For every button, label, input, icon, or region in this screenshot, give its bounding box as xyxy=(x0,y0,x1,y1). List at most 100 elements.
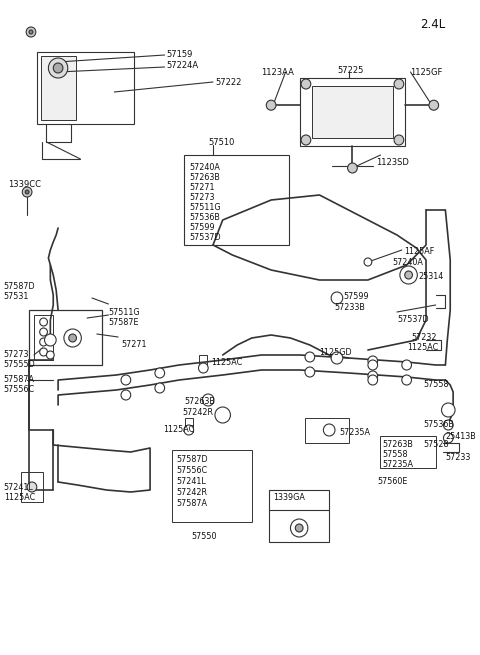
Text: 1125AF: 1125AF xyxy=(404,247,434,256)
Circle shape xyxy=(444,433,453,443)
Text: 57550: 57550 xyxy=(192,532,217,541)
Text: 1125AC: 1125AC xyxy=(407,343,438,352)
Text: 57537D: 57537D xyxy=(190,233,221,242)
Text: 57224A: 57224A xyxy=(167,61,199,70)
Circle shape xyxy=(121,375,131,385)
Text: 57235A: 57235A xyxy=(383,460,413,469)
Text: 57273: 57273 xyxy=(190,193,215,202)
Text: 1125GD: 1125GD xyxy=(320,348,352,357)
Text: 57241L: 57241L xyxy=(4,483,34,492)
Bar xyxy=(300,78,405,146)
Text: 57240A: 57240A xyxy=(392,258,423,267)
Circle shape xyxy=(48,58,68,78)
Circle shape xyxy=(26,27,36,37)
Circle shape xyxy=(364,258,372,266)
Circle shape xyxy=(405,271,412,279)
Text: 57528: 57528 xyxy=(423,440,449,449)
Circle shape xyxy=(69,334,76,342)
Circle shape xyxy=(29,30,33,34)
Text: 57233B: 57233B xyxy=(334,303,365,312)
Text: 25314: 25314 xyxy=(418,272,444,281)
Circle shape xyxy=(199,363,208,373)
Circle shape xyxy=(215,407,230,423)
Circle shape xyxy=(394,135,404,145)
Circle shape xyxy=(368,360,378,370)
Bar xyxy=(269,490,329,542)
Circle shape xyxy=(64,329,81,347)
Bar xyxy=(41,56,75,120)
Text: 57510: 57510 xyxy=(208,138,235,147)
Text: 57558: 57558 xyxy=(383,450,408,459)
Text: 1125AC: 1125AC xyxy=(163,425,194,434)
Circle shape xyxy=(368,356,378,366)
Text: 57511G: 57511G xyxy=(108,308,140,317)
Text: 25413B: 25413B xyxy=(445,432,476,441)
Text: 2.4L: 2.4L xyxy=(420,18,445,31)
Circle shape xyxy=(53,63,63,73)
Circle shape xyxy=(368,375,378,385)
Circle shape xyxy=(331,292,343,304)
Circle shape xyxy=(40,318,48,326)
Text: 57599: 57599 xyxy=(190,223,216,232)
Text: 57536B: 57536B xyxy=(423,420,454,429)
Text: 1339CC: 1339CC xyxy=(8,180,41,189)
Circle shape xyxy=(40,348,48,356)
Text: 1125AC: 1125AC xyxy=(4,493,35,502)
Circle shape xyxy=(301,79,311,89)
Circle shape xyxy=(155,383,165,393)
Text: 57599: 57599 xyxy=(344,292,369,301)
Text: 57558: 57558 xyxy=(423,380,449,389)
Text: 1339GA: 1339GA xyxy=(273,493,305,502)
Text: 57159: 57159 xyxy=(167,50,193,59)
Text: 57240A: 57240A xyxy=(190,163,221,172)
Circle shape xyxy=(305,367,315,377)
Text: 1123AA: 1123AA xyxy=(262,68,294,77)
Text: 57511G: 57511G xyxy=(190,203,221,212)
Bar xyxy=(184,155,288,245)
Circle shape xyxy=(429,100,439,110)
Text: 57531: 57531 xyxy=(4,292,29,301)
Circle shape xyxy=(444,420,453,430)
Text: 57555D: 57555D xyxy=(4,360,36,369)
Text: 57232: 57232 xyxy=(411,333,437,342)
Bar xyxy=(172,450,252,522)
Circle shape xyxy=(348,163,357,173)
Text: 57587E: 57587E xyxy=(108,318,139,327)
Text: 57263B: 57263B xyxy=(383,440,413,449)
Bar xyxy=(185,418,192,432)
Text: 57271: 57271 xyxy=(121,340,146,349)
Circle shape xyxy=(27,482,37,492)
Circle shape xyxy=(402,375,411,385)
Text: 57242R: 57242R xyxy=(182,408,213,417)
Text: 57556C: 57556C xyxy=(4,385,35,394)
Text: 57556C: 57556C xyxy=(176,466,207,475)
Circle shape xyxy=(400,266,417,284)
Circle shape xyxy=(47,351,54,359)
Circle shape xyxy=(40,328,48,336)
Text: 57273: 57273 xyxy=(4,350,29,359)
Circle shape xyxy=(121,390,131,400)
Circle shape xyxy=(301,135,311,145)
Circle shape xyxy=(402,360,411,370)
Text: 57587A: 57587A xyxy=(4,375,35,384)
Bar xyxy=(380,436,436,468)
Circle shape xyxy=(290,519,308,537)
Text: 57587A: 57587A xyxy=(176,499,207,508)
Circle shape xyxy=(305,352,315,362)
Text: 1123SD: 1123SD xyxy=(376,158,408,167)
Text: 57271: 57271 xyxy=(190,183,215,192)
Text: 57263B: 57263B xyxy=(184,397,215,406)
Circle shape xyxy=(324,424,335,436)
Circle shape xyxy=(45,334,56,346)
Circle shape xyxy=(442,403,455,417)
Bar xyxy=(305,418,348,443)
Text: 57225: 57225 xyxy=(337,66,363,75)
Text: 57587D: 57587D xyxy=(176,455,208,464)
Bar xyxy=(21,472,43,502)
Text: 1125GF: 1125GF xyxy=(410,68,443,77)
Bar xyxy=(34,315,53,360)
Bar xyxy=(29,310,102,365)
Circle shape xyxy=(394,79,404,89)
Bar xyxy=(37,52,133,124)
Text: 57233: 57233 xyxy=(445,453,471,462)
